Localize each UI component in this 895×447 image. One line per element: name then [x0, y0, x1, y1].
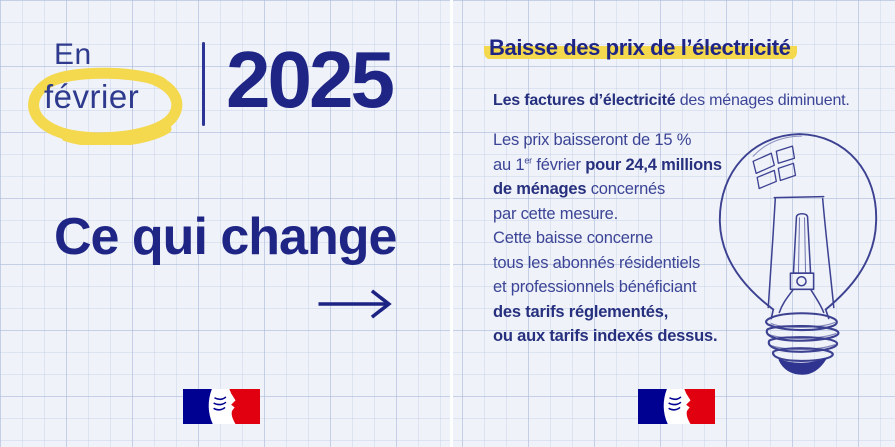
body-line: Cette baisse concerne — [493, 229, 653, 247]
body-line: des tarifs réglementés, — [493, 302, 669, 321]
panel-seam-divider — [450, 0, 453, 447]
body-line: et professionnels bénéficiant — [493, 278, 697, 296]
date-word-en: En — [54, 38, 92, 71]
headline-ce-qui-change: Ce qui change — [54, 208, 397, 266]
yellow-circle-highlight-icon — [28, 67, 183, 145]
body-line: tous les abonnés résidentiels — [493, 253, 701, 272]
title-highlight: Baisse des prix de l’électricité — [484, 35, 798, 60]
intro-bold-text: Les factures d’électricité — [493, 92, 676, 109]
vertical-divider — [202, 42, 205, 126]
arrow-right-icon — [318, 289, 392, 319]
marianne-logo — [638, 389, 715, 424]
superscript-er: er — [524, 155, 532, 165]
intro-sentence: Les factures d’électricité des ménages d… — [493, 92, 850, 110]
body-line: au 1er février pour 24,4 millions — [493, 155, 722, 174]
body-paragraph: Les prix baisseront de 15 % au 1er févri… — [493, 128, 722, 349]
year-text: 2025 — [226, 35, 395, 124]
lightbulb-sketch-icon — [718, 133, 878, 375]
date-word-fevrier: février — [44, 78, 140, 115]
marianne-logo — [183, 389, 260, 424]
article-title: Baisse des prix de l’électricité — [484, 34, 798, 62]
body-line: par cette mesure. — [493, 204, 618, 223]
body-line: Les prix baisseront de 15 % — [493, 131, 692, 149]
intro-regular-text: des ménages diminuent. — [675, 92, 850, 109]
body-line: de ménages concernés — [493, 180, 666, 198]
body-line: ou aux tarifs indexés dessus. — [493, 327, 718, 345]
